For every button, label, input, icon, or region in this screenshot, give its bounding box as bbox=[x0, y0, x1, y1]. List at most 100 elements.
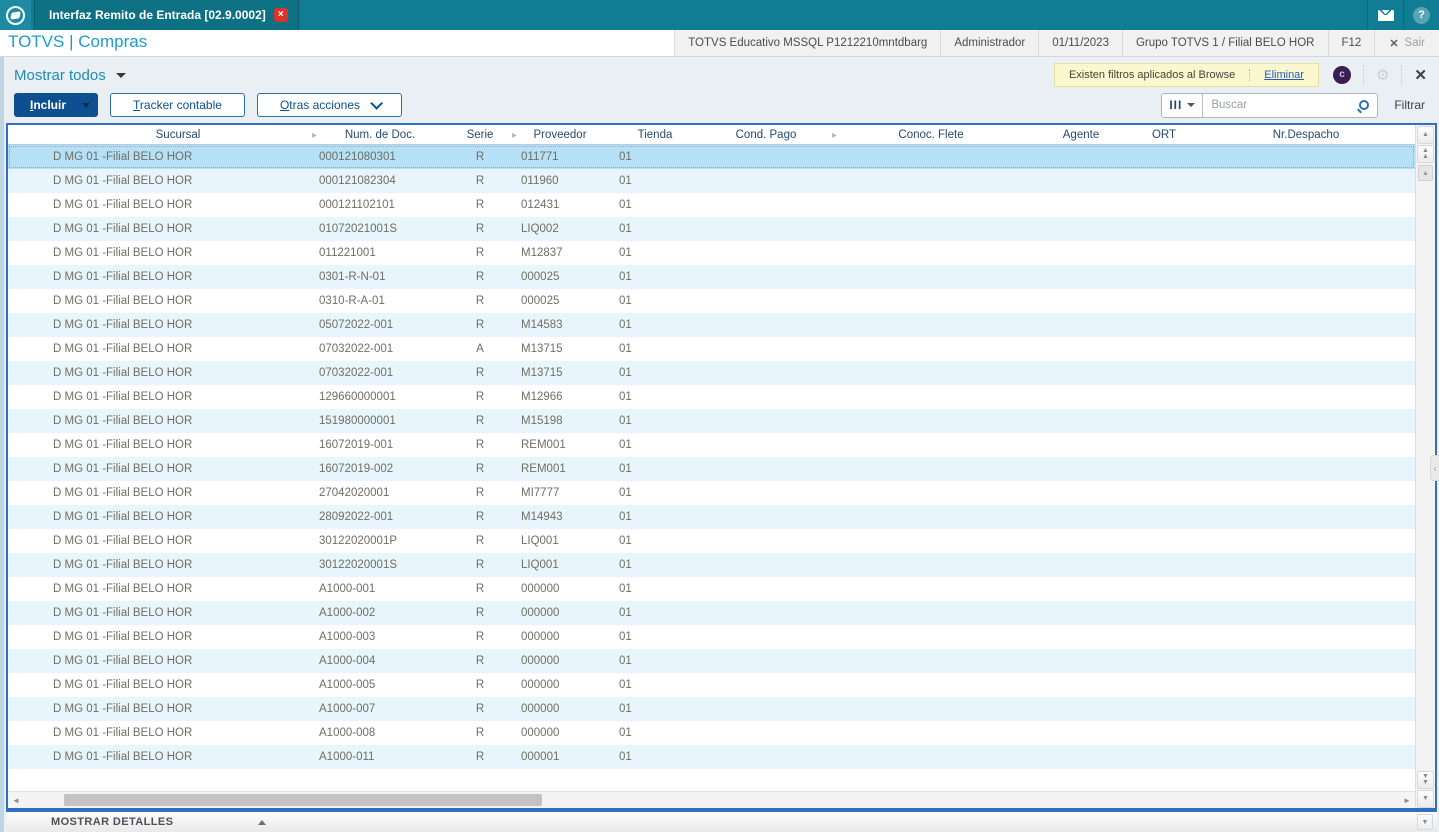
table-row[interactable]: D MG 01 -Filial BELO HOR 07032022-001 R … bbox=[8, 361, 1415, 385]
table-row[interactable]: D MG 01 -Filial BELO HOR 129660000001 R … bbox=[8, 385, 1415, 409]
vertical-scrollbar[interactable]: ▲ ▲ ▲ ▲ ▼ ▼ ▼ bbox=[1415, 125, 1435, 808]
table-row[interactable]: D MG 01 -Filial BELO HOR 28092022-001 R … bbox=[8, 505, 1415, 529]
table-row[interactable]: D MG 01 -Filial BELO HOR 30122020001S R … bbox=[8, 553, 1415, 577]
table-row[interactable]: D MG 01 -Filial BELO HOR 011221001 R M12… bbox=[8, 241, 1415, 265]
table-row[interactable]: D MG 01 -Filial BELO HOR A1000-011 R 000… bbox=[8, 745, 1415, 769]
window-tab[interactable]: Interfaz Remito de Entrada [02.9.0002] × bbox=[34, 0, 299, 30]
environment-info: TOTVS Educativo MSSQL P1212210mntdbarg A… bbox=[674, 30, 1439, 56]
tab-close-icon[interactable]: × bbox=[273, 8, 288, 22]
cell-sucursal: D MG 01 -Filial BELO HOR bbox=[53, 151, 193, 163]
cell-proveedor: 011771 bbox=[521, 151, 559, 163]
table-row[interactable]: D MG 01 -Filial BELO HOR 16072019-002 R … bbox=[8, 457, 1415, 481]
table-row[interactable]: D MG 01 -Filial BELO HOR 0310-R-A-01 R 0… bbox=[8, 289, 1415, 313]
horizontal-scrollbar[interactable]: ◄ ► bbox=[8, 791, 1415, 808]
cell-serie: R bbox=[475, 247, 485, 259]
page-up-icon[interactable]: ▲ ▲ bbox=[1417, 145, 1434, 163]
table-row[interactable]: D MG 01 -Filial BELO HOR A1000-007 R 000… bbox=[8, 697, 1415, 721]
table-row[interactable]: D MG 01 -Filial BELO HOR A1000-002 R 000… bbox=[8, 601, 1415, 625]
horizontal-scroll-track[interactable] bbox=[24, 792, 1399, 808]
cell-serie: R bbox=[475, 607, 485, 619]
table-row[interactable]: D MG 01 -Filial BELO HOR 000121080301 R … bbox=[8, 145, 1415, 169]
column-header-serie[interactable]: Serie ▸ bbox=[466, 128, 517, 141]
assistant-icon[interactable]: c bbox=[1332, 66, 1351, 84]
cell-proveedor: REM001 bbox=[521, 463, 566, 475]
cell-sucursal: D MG 01 -Filial BELO HOR bbox=[53, 727, 193, 739]
search-button[interactable] bbox=[1351, 94, 1377, 117]
help-button[interactable]: ? bbox=[1403, 0, 1439, 30]
sort-arrow-icon: ▸ bbox=[311, 129, 317, 141]
other-actions-label: Otras acciones bbox=[279, 98, 360, 112]
cell-serie: R bbox=[475, 199, 485, 211]
content-area: Mostrar todos Existen filtros aplicados … bbox=[0, 57, 1439, 832]
table-row[interactable]: D MG 01 -Filial BELO HOR A1000-004 R 000… bbox=[8, 649, 1415, 673]
column-header-conoc-flete[interactable]: Conoc. Flete bbox=[898, 128, 964, 141]
search-input[interactable] bbox=[1203, 93, 1352, 117]
column-header-ort[interactable]: ORT bbox=[1151, 128, 1177, 141]
table-row[interactable]: D MG 01 -Filial BELO HOR 01072021001S R … bbox=[8, 217, 1415, 241]
title-bar: TOTVS | Compras TOTVS Educativo MSSQL P1… bbox=[0, 30, 1439, 57]
cell-proveedor: 000000 bbox=[521, 607, 560, 619]
cell-sucursal: D MG 01 -Filial BELO HOR bbox=[53, 367, 193, 379]
cell-sucursal: D MG 01 -Filial BELO HOR bbox=[53, 247, 193, 259]
include-button[interactable]: Incluir bbox=[14, 93, 99, 117]
cell-serie: R bbox=[475, 151, 485, 163]
totvs-logo-icon bbox=[6, 5, 25, 25]
cell-serie: R bbox=[475, 271, 485, 283]
table-row[interactable]: D MG 01 -Filial BELO HOR 0301-R-N-01 R 0… bbox=[8, 265, 1415, 289]
filter-link[interactable]: Filtrar bbox=[1394, 98, 1425, 112]
tracker-contable-button[interactable]: Tracker contable bbox=[110, 93, 245, 117]
cell-num-doc: 011221001 bbox=[319, 247, 376, 259]
view-selector-dropdown[interactable]: Mostrar todos bbox=[14, 67, 126, 84]
table-row[interactable]: D MG 01 -Filial BELO HOR A1000-008 R 000… bbox=[8, 721, 1415, 745]
other-actions-button[interactable]: Otras acciones bbox=[256, 93, 402, 117]
cell-proveedor: 011960 bbox=[521, 175, 559, 187]
side-panel-collapse-handle[interactable]: ‹ bbox=[1430, 455, 1439, 481]
column-header-sucursal[interactable]: Sucursal ▸ bbox=[155, 128, 317, 141]
horizontal-scroll-thumb[interactable] bbox=[64, 794, 542, 806]
table-row[interactable]: D MG 01 -Filial BELO HOR 000121082304 R … bbox=[8, 169, 1415, 193]
scroll-down-icon[interactable]: ▼ bbox=[1417, 790, 1434, 808]
table-row[interactable]: D MG 01 -Filial BELO HOR 05072022-001 R … bbox=[8, 313, 1415, 337]
search-group: III bbox=[1161, 92, 1379, 118]
cell-proveedor: LIQ001 bbox=[521, 535, 559, 547]
cell-sucursal: D MG 01 -Filial BELO HOR bbox=[53, 679, 193, 691]
scroll-right-icon[interactable]: ► bbox=[1403, 795, 1411, 805]
cell-serie: R bbox=[475, 655, 485, 667]
table-row[interactable]: D MG 01 -Filial BELO HOR 151980000001 R … bbox=[8, 409, 1415, 433]
table-row[interactable]: D MG 01 -Filial BELO HOR A1000-001 R 000… bbox=[8, 577, 1415, 601]
column-header-nr-despacho[interactable]: Nr.Despacho bbox=[1272, 128, 1340, 141]
env-f12[interactable]: F12 bbox=[1329, 30, 1376, 56]
chevron-down-icon bbox=[370, 96, 383, 110]
scroll-down-corner-icon[interactable]: ▼ bbox=[1417, 814, 1433, 830]
include-split-arrow[interactable] bbox=[78, 93, 98, 117]
cell-sucursal: D MG 01 -Filial BELO HOR bbox=[53, 703, 193, 715]
table-row[interactable]: D MG 01 -Filial BELO HOR 000121102101 R … bbox=[8, 193, 1415, 217]
exit-button[interactable]: ✕ Sair bbox=[1375, 30, 1439, 56]
scroll-up-icon[interactable]: ▲ bbox=[1417, 126, 1434, 144]
column-header-tienda[interactable]: Tienda bbox=[637, 128, 673, 141]
vertical-scroll-thumb[interactable]: ▲ bbox=[1418, 165, 1433, 181]
cell-num-doc: 0301-R-N-01 bbox=[319, 271, 386, 283]
table-row[interactable]: D MG 01 -Filial BELO HOR 07032022-001 A … bbox=[8, 337, 1415, 361]
table-row[interactable]: D MG 01 -Filial BELO HOR 16072019-001 R … bbox=[8, 433, 1415, 457]
table-row[interactable]: D MG 01 -Filial BELO HOR A1000-003 R 000… bbox=[8, 625, 1415, 649]
cell-serie: R bbox=[475, 415, 485, 427]
cell-sucursal: D MG 01 -Filial BELO HOR bbox=[53, 607, 193, 619]
gear-icon[interactable]: ⚙ bbox=[1375, 67, 1390, 84]
column-header-num-doc[interactable]: Num. de Doc. bbox=[344, 128, 416, 141]
mail-button[interactable] bbox=[1367, 0, 1403, 30]
close-browse-icon[interactable]: ✕ bbox=[1414, 67, 1427, 84]
page-down-icon[interactable]: ▼ ▼ bbox=[1417, 771, 1434, 789]
cell-sucursal: D MG 01 -Filial BELO HOR bbox=[53, 535, 193, 547]
filter-remove-link[interactable]: Eliminar bbox=[1264, 69, 1304, 81]
column-header-cond-pago[interactable]: Cond. Pago ▸ bbox=[735, 128, 837, 141]
column-header-proveedor[interactable]: Proveedor bbox=[533, 128, 587, 141]
table-row[interactable]: D MG 01 -Filial BELO HOR 27042020001 R M… bbox=[8, 481, 1415, 505]
details-bar[interactable]: MOSTRAR DETALLES ▼ bbox=[6, 810, 1437, 832]
table-row[interactable]: D MG 01 -Filial BELO HOR 30122020001P R … bbox=[8, 529, 1415, 553]
browse-table: Sucursal ▸ Num. de Doc. Serie ▸ Proveedor … bbox=[8, 125, 1415, 808]
scroll-left-icon[interactable]: ◄ bbox=[12, 795, 20, 805]
column-header-agente[interactable]: Agente bbox=[1062, 128, 1100, 141]
column-picker-dropdown[interactable]: III bbox=[1162, 93, 1204, 117]
table-row[interactable]: D MG 01 -Filial BELO HOR A1000-005 R 000… bbox=[8, 673, 1415, 697]
